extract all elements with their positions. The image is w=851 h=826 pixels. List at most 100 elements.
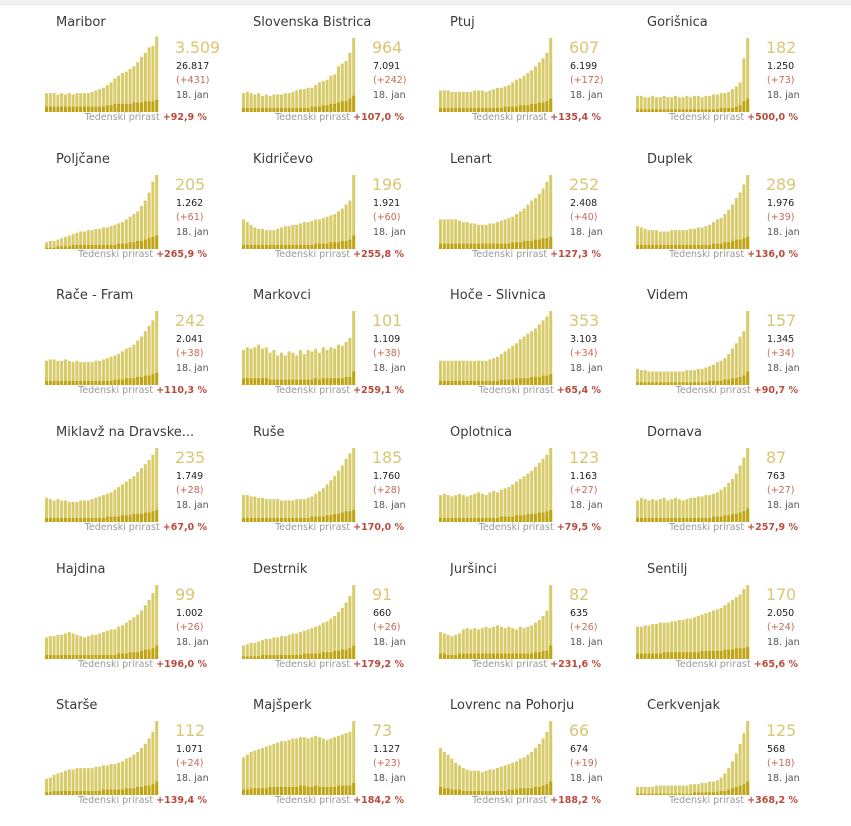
bar-new-day-28 [147, 101, 151, 112]
bar-new-day-24 [132, 788, 136, 795]
bar-total-day-24 [526, 72, 530, 112]
bar-new-day-2 [245, 517, 249, 522]
bar-new-day-29 [348, 511, 352, 522]
bar-new-day-15 [295, 786, 299, 795]
bar-new-day-20 [708, 380, 712, 385]
municipality-name: Gorišnica [647, 15, 708, 30]
date-label: 18. jan [570, 363, 603, 374]
weekly-growth: Tedenski prirast +139,4 % [45, 795, 207, 806]
bar-new-day-25 [530, 240, 534, 249]
bar-new-day-25 [333, 513, 337, 522]
bar-total-day-16 [693, 617, 696, 659]
bar-total-day-1 [636, 626, 639, 659]
bar-new-day-26 [337, 102, 340, 112]
bar-new-day-15 [295, 379, 299, 385]
bar-total-day-10 [79, 362, 83, 385]
bar-new-day-16 [299, 244, 302, 249]
bar-new-day-13 [90, 517, 94, 522]
bar-new-day-27 [143, 785, 147, 795]
bar-total-day-3 [52, 359, 56, 385]
bar-total-day-1 [439, 219, 442, 249]
bar-total-day-13 [484, 626, 488, 659]
bar-new-day-25 [530, 788, 534, 795]
bar-total-day-28 [541, 58, 545, 112]
bar-new-day-17 [302, 244, 306, 249]
bar-total-day-5 [60, 360, 64, 385]
bar-total-day-16 [496, 492, 499, 522]
bar-total-day-1 [45, 242, 48, 249]
bar-new-day-8 [465, 517, 469, 522]
bar-total-day-29 [151, 593, 155, 659]
bar-total-day-5 [60, 634, 64, 659]
bar-new-day-16 [299, 785, 302, 795]
weekly-growth: Tedenski prirast +110,3 % [45, 385, 207, 396]
bar-total-day-15 [689, 228, 693, 249]
bar-new-day-2 [442, 243, 446, 249]
bar-new-day-28 [147, 238, 151, 249]
bar-total-day-4 [647, 500, 651, 522]
bar-chart [439, 448, 553, 522]
weekly-growth-label: Tedenski prirast [275, 522, 351, 533]
bar-new-day-15 [492, 107, 496, 112]
bar-total-day-22 [124, 348, 128, 385]
bar-new-day-23 [719, 107, 723, 112]
bar-new-day-16 [102, 654, 105, 659]
bar-new-day-5 [454, 243, 458, 249]
active-value: 123 [569, 448, 599, 467]
active-value: 205 [175, 175, 205, 194]
bar-total-day-27 [537, 743, 541, 795]
municipality-card-hoce-slivnica: Hoče - Slivnica 353 3.103 (+34) 18. jan Teden… [439, 279, 636, 416]
total-cases: 1.071 [176, 744, 204, 755]
bar-total-day-4 [450, 496, 454, 522]
municipality-name: Lovrenc na Pohorju [450, 698, 575, 713]
bar-new-day-21 [712, 792, 715, 795]
bar-new-day-28 [344, 511, 348, 522]
bar-total-day-27 [537, 193, 541, 249]
bar-new-day-2 [442, 788, 446, 795]
bar-total-day-13 [287, 500, 291, 522]
bar-total-day-21 [121, 761, 124, 795]
bar-total-day-22 [518, 339, 522, 385]
bar-new-day-2 [639, 517, 643, 522]
bar-total-day-9 [272, 94, 276, 112]
active-value: 235 [175, 448, 205, 467]
bar-new-day-28 [147, 512, 151, 522]
active-value: 91 [372, 585, 392, 604]
bar-total-day-16 [102, 632, 105, 659]
bar-new-day-12 [677, 652, 681, 659]
bar-total-day-7 [67, 769, 71, 795]
bar-total-day-4 [253, 750, 257, 795]
bar-total-day-13 [90, 230, 94, 249]
bar-new-day-4 [253, 656, 257, 659]
bar-new-day-23 [325, 652, 329, 659]
bar-new-day-10 [670, 244, 674, 249]
bar-total-day-27 [143, 605, 147, 659]
bar-total-day-16 [102, 227, 105, 249]
bar-total-day-1 [439, 632, 442, 659]
bar-total-day-1 [636, 786, 639, 795]
bar-new-day-10 [473, 653, 477, 659]
bar-new-day-14 [291, 244, 295, 249]
daily-increase: (+26) [570, 622, 598, 633]
bar-new-day-4 [450, 517, 454, 522]
active-value: 289 [766, 175, 796, 194]
bar-new-day-9 [75, 654, 79, 659]
bar-new-day-29 [545, 101, 549, 112]
bar-new-day-17 [302, 785, 306, 795]
bar-new-day-28 [147, 649, 151, 659]
bar-total-day-3 [52, 240, 56, 249]
bar-new-day-21 [121, 103, 124, 112]
bar-total-day-27 [143, 52, 147, 112]
bar-total-day-11 [83, 768, 86, 795]
bar-new-day-23 [719, 380, 723, 385]
bar-total-day-7 [658, 231, 662, 249]
bar-total-day-25 [333, 348, 337, 385]
bar-total-day-23 [522, 628, 526, 659]
active-value: 185 [372, 448, 402, 467]
bar-new-day-27 [734, 786, 738, 795]
bar-total-day-23 [325, 79, 329, 112]
daily-increase: (+23) [373, 758, 401, 769]
bar-total-day-14 [291, 224, 295, 249]
bar-new-day-30 [549, 98, 553, 112]
bar-total-day-20 [117, 487, 121, 522]
